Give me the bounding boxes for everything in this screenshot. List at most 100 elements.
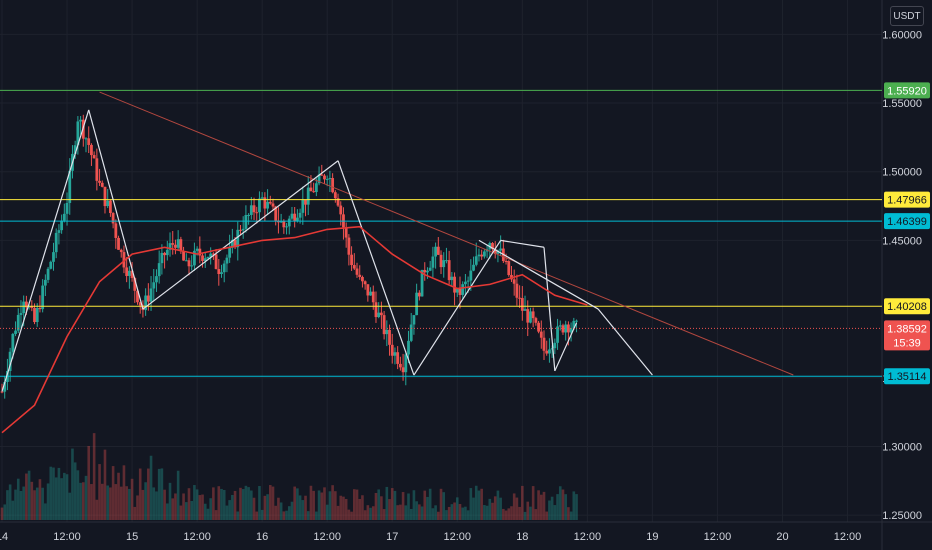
volume-bar: [474, 485, 478, 520]
candle-body: [14, 330, 17, 334]
price-badges: 1.55920 1.47966 1.46399 1.40208 1.35114 1.385…: [884, 82, 930, 385]
price-badge-label: 1.47966: [887, 195, 927, 207]
volume-bar: [306, 511, 310, 520]
volume-bar: [225, 505, 229, 520]
volume-bar: [149, 455, 153, 520]
volume-bar: [361, 495, 364, 520]
volume-bar: [19, 490, 23, 520]
candle-body: [30, 306, 34, 308]
pattern-line: [597, 308, 653, 376]
price-badge-label: 1.55920: [887, 85, 927, 97]
candle-body: [260, 197, 264, 199]
candle-body: [401, 367, 405, 373]
candle-body: [377, 312, 381, 318]
candle-body: [3, 381, 7, 392]
volume-bar: [569, 511, 573, 520]
candle-body: [323, 175, 326, 180]
volume-bar: [236, 511, 240, 520]
candle-body: [195, 248, 199, 251]
volume-bar: [537, 490, 540, 520]
candle-body: [155, 276, 158, 283]
volume-bar: [548, 500, 551, 520]
candle-body: [98, 180, 101, 183]
candle-body: [526, 309, 530, 323]
volume-bar: [399, 504, 402, 520]
candle-body: [293, 213, 297, 222]
volume-bar: [30, 481, 34, 520]
candle-body: [43, 279, 47, 286]
volume-bar: [41, 487, 44, 520]
volume-bar: [244, 485, 248, 520]
volume-bar: [388, 499, 391, 520]
volume-bar: [122, 465, 126, 520]
candle-body: [434, 246, 437, 257]
volume-bar: [277, 497, 280, 520]
volume-bar: [152, 487, 156, 520]
volume-bar: [567, 507, 570, 520]
volume-bar: [293, 486, 296, 520]
x-tick-label: 19: [646, 531, 658, 543]
volume-bar: [171, 498, 175, 520]
candle-body: [114, 223, 118, 238]
countdown-label: 15:39: [893, 337, 921, 349]
candle-body: [439, 254, 443, 268]
y-tick-label: 1.55000: [882, 98, 922, 110]
price-axis[interactable]: 1.250001.300001.350001.450001.500001.550…: [882, 29, 922, 522]
candle-body: [117, 237, 120, 250]
volume-bar: [260, 509, 264, 520]
volume-bar: [217, 486, 221, 520]
trend-drawings[interactable]: [1, 91, 794, 392]
volume-bar: [575, 494, 578, 520]
candle-body: [455, 287, 459, 293]
volume-bar: [518, 506, 521, 520]
candle-body: [182, 251, 185, 261]
candle-body: [407, 340, 410, 355]
candle-body: [46, 268, 50, 280]
candle-body: [109, 200, 112, 214]
volume-bar: [0, 507, 4, 520]
volume-bar: [239, 487, 242, 520]
candle-body: [190, 265, 194, 267]
candle-body: [309, 187, 313, 192]
volume-bar: [279, 502, 283, 520]
volume-bar: [100, 483, 104, 520]
volume-bar: [214, 510, 218, 520]
volume-bar: [44, 503, 47, 520]
volume-bar: [507, 508, 511, 520]
candle-body: [52, 252, 55, 262]
volume-bar: [374, 492, 378, 520]
pattern-line: [543, 247, 556, 371]
candle-body: [247, 214, 251, 216]
volume-bar: [458, 504, 462, 520]
candle-body: [236, 229, 240, 248]
x-tick-label: 20: [776, 531, 788, 543]
candle-body: [193, 250, 196, 266]
candle-body: [453, 276, 456, 293]
candle-body: [206, 256, 210, 259]
candle-body: [133, 278, 137, 291]
price-badge: [884, 298, 930, 315]
volume-bar: [125, 486, 128, 520]
volume-bar: [255, 511, 259, 520]
volume-bar: [212, 487, 215, 520]
candle-body: [0, 391, 4, 393]
volume-bar: [323, 487, 326, 520]
candle-body: [146, 295, 150, 302]
time-axis[interactable]: 14 12:00 15 12:00 16 12:00 17 12:00 18 12:00 19 12:…: [0, 531, 861, 543]
candle-body: [556, 326, 559, 343]
volume-bar: [472, 497, 475, 520]
volume-bar: [418, 504, 421, 520]
volume-bar: [529, 506, 532, 520]
candle-body: [198, 248, 202, 256]
volume-bar: [79, 482, 82, 520]
currency-selector[interactable]: USDT: [890, 6, 924, 26]
candle-body: [572, 320, 576, 328]
price-badge: [884, 368, 930, 385]
candle-body: [174, 244, 177, 248]
candle-body: [385, 329, 389, 335]
volume-bar: [68, 492, 72, 520]
candle-body: [274, 206, 278, 221]
candle-body: [268, 201, 272, 204]
volume-bar: [477, 490, 481, 520]
